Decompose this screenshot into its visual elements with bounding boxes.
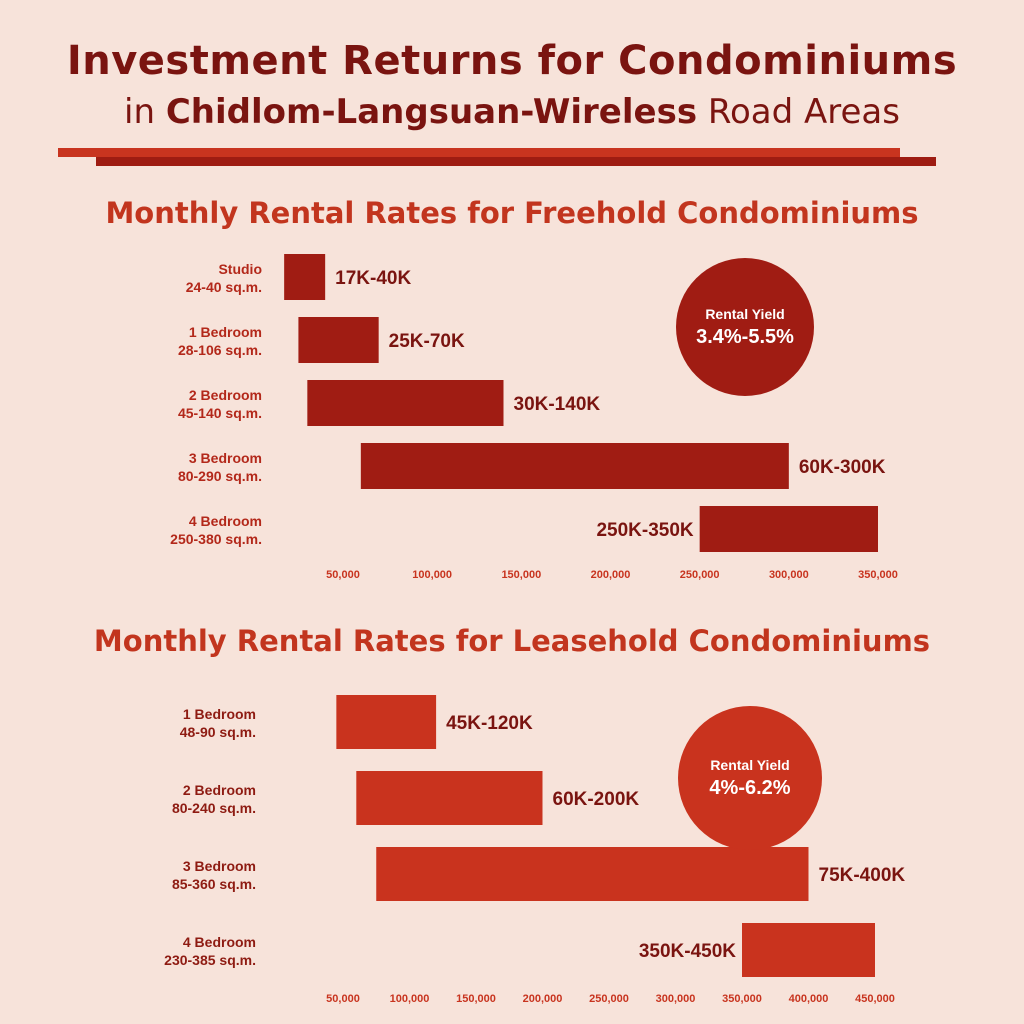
leasehold-category-name: 2 Bedroom	[183, 782, 256, 798]
freehold-bar	[307, 380, 504, 426]
freehold-x-tick-label: 350,000	[858, 569, 898, 581]
freehold-x-tick-label: 300,000	[769, 569, 809, 581]
title-divider-bottom	[96, 157, 936, 166]
freehold-category-name: Studio	[218, 261, 262, 277]
freehold-category-name: 3 Bedroom	[189, 450, 262, 466]
freehold-bar	[699, 506, 878, 552]
leasehold-x-tick-label: 50,000	[326, 993, 360, 1005]
freehold-chart-title: Monthly Rental Rates for Freehold Condom…	[105, 196, 919, 230]
leasehold-category-name: 3 Bedroom	[183, 858, 256, 874]
leasehold-category-size: 230-385 sq.m.	[164, 952, 256, 968]
freehold-range-label: 17K-40K	[335, 268, 411, 289]
subtitle-area-name: Chidlom-Langsuan-Wireless	[165, 92, 698, 132]
leasehold-category-size: 80-240 sq.m.	[172, 800, 256, 816]
leasehold-x-tick-label: 100,000	[390, 993, 430, 1005]
freehold-yield-value: 3.4%-5.5%	[696, 325, 794, 348]
freehold-range-label: 250K-350K	[596, 520, 693, 541]
leasehold-x-tick-label: 200,000	[523, 993, 563, 1005]
leasehold-x-tick-label: 150,000	[456, 993, 496, 1005]
subtitle-suffix: Road Areas	[697, 92, 900, 132]
freehold-bar	[284, 254, 326, 300]
freehold-category-name: 4 Bedroom	[189, 513, 262, 529]
subtitle-prefix: in	[124, 92, 166, 132]
freehold-yield-label: Rental Yield	[705, 305, 785, 322]
leasehold-category-size: 85-360 sq.m.	[172, 876, 256, 892]
freehold-category-size: 80-290 sq.m.	[178, 468, 262, 484]
leasehold-range-label: 350K-450K	[639, 941, 736, 962]
leasehold-x-tick-label: 300,000	[656, 993, 696, 1005]
freehold-x-tick-label: 50,000	[326, 569, 360, 581]
leasehold-bar	[742, 923, 875, 977]
freehold-x-tick-label: 100,000	[412, 569, 452, 581]
leasehold-x-tick-label: 450,000	[855, 993, 895, 1005]
freehold-category-size: 250-380 sq.m.	[170, 531, 262, 547]
leasehold-yield-badge: Rental Yield 4%-6.2%	[678, 706, 822, 850]
leasehold-yield-label: Rental Yield	[710, 756, 790, 773]
leasehold-bar	[376, 847, 809, 901]
leasehold-range-label: 60K-200K	[553, 789, 640, 810]
freehold-category-name: 1 Bedroom	[189, 324, 262, 340]
freehold-category-size: 45-140 sq.m.	[178, 405, 262, 421]
page-title: Investment Returns for Condominiums	[66, 38, 958, 84]
freehold-x-tick-label: 250,000	[680, 569, 720, 581]
freehold-bar	[360, 443, 789, 489]
freehold-range-label: 60K-300K	[799, 457, 886, 478]
freehold-category-name: 2 Bedroom	[189, 387, 262, 403]
leasehold-bar	[356, 771, 543, 825]
freehold-category-size: 24-40 sq.m.	[186, 279, 262, 295]
leasehold-x-tick-label: 250,000	[589, 993, 629, 1005]
leasehold-category-name: 1 Bedroom	[183, 706, 256, 722]
freehold-x-tick-label: 150,000	[501, 569, 541, 581]
leasehold-category-size: 48-90 sq.m.	[180, 724, 256, 740]
freehold-yield-badge: Rental Yield 3.4%-5.5%	[676, 258, 814, 396]
leasehold-x-tick-label: 350,000	[722, 993, 762, 1005]
leasehold-chart-title: Monthly Rental Rates for Leasehold Condo…	[93, 624, 931, 658]
leasehold-range-label: 45K-120K	[446, 713, 533, 734]
freehold-range-label: 30K-140K	[514, 394, 601, 415]
leasehold-bar	[336, 695, 437, 749]
leasehold-range-label: 75K-400K	[819, 865, 906, 886]
leasehold-x-tick-label: 400,000	[789, 993, 829, 1005]
page-subtitle: in Chidlom-Langsuan-Wireless Road Areas	[0, 92, 1024, 132]
leasehold-chart: 1 Bedroom 48-90 sq.m. 45K-120K 2 Bedroom 80-…	[164, 695, 906, 1005]
freehold-range-label: 25K-70K	[389, 331, 465, 352]
freehold-x-tick-label: 200,000	[591, 569, 631, 581]
leasehold-category-name: 4 Bedroom	[183, 934, 256, 950]
leasehold-yield-value: 4%-6.2%	[709, 776, 791, 799]
freehold-bar	[298, 317, 379, 363]
title-divider-top	[58, 148, 900, 157]
freehold-chart: Studio 24-40 sq.m. 17K-40K 1 Bedroom 28-106 …	[170, 254, 898, 581]
freehold-category-size: 28-106 sq.m.	[178, 342, 262, 358]
